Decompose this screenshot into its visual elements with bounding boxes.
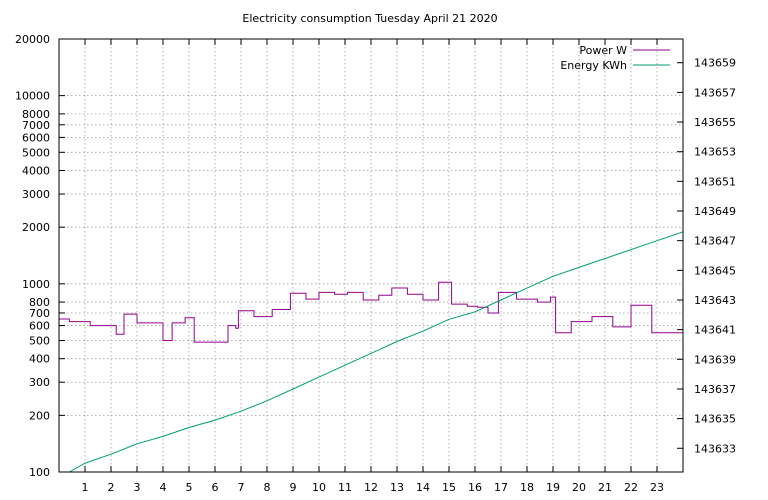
tick-marks — [59, 38, 683, 473]
y-tick-label: 500 — [29, 334, 50, 347]
grid-lines — [59, 38, 683, 473]
y-tick-label: 200 — [29, 409, 50, 422]
y2-tick-label: 143645 — [694, 264, 736, 277]
series-line-energy-kwh — [69, 231, 684, 473]
plot-frame — [58, 38, 684, 473]
x-tick-label: 21 — [598, 481, 612, 494]
y-tick-label: 800 — [29, 296, 50, 309]
y2-tick-label: 143633 — [694, 442, 736, 455]
y2-tick-label: 143653 — [694, 146, 736, 159]
series-layer — [59, 231, 684, 473]
y2-tick-label: 143647 — [694, 235, 736, 248]
y-tick-label: 4000 — [22, 165, 50, 178]
y2-tick-label: 143657 — [694, 86, 736, 99]
y2-tick-label: 143651 — [694, 175, 736, 188]
x-tick-label: 14 — [416, 481, 430, 494]
x-tick-label: 7 — [238, 481, 245, 494]
x-tick-label: 13 — [390, 481, 404, 494]
y-tick-label: 3000 — [22, 188, 50, 201]
x-tick-labels: 1 2 3 4 5 6 7 8 9 10 11 12 13 14 15 16 17 18 19 20 21 22 23 — [82, 481, 665, 494]
x-tick-label: 6 — [212, 481, 219, 494]
x-tick-label: 11 — [338, 481, 352, 494]
x-tick-label: 9 — [290, 481, 297, 494]
y2-tick-label: 143637 — [694, 383, 736, 396]
y2-tick-label: 143655 — [694, 116, 736, 129]
y2-tick-label: 143641 — [694, 324, 736, 337]
y-tick-label: 20000 — [15, 33, 50, 46]
y-tick-label: 100 — [29, 466, 50, 479]
chart-title: Electricity consumption Tuesday April 21… — [242, 12, 497, 25]
y-tick-label: 600 — [29, 320, 50, 333]
y2-tick-label: 143639 — [694, 353, 736, 366]
y-tick-label: 7000 — [22, 119, 50, 132]
x-tick-label: 15 — [442, 481, 456, 494]
y2-tick-label: 143659 — [694, 57, 736, 70]
x-tick-label: 2 — [108, 481, 115, 494]
y2-tick-label: 143643 — [694, 294, 736, 307]
y2-tick-label: 143635 — [694, 413, 736, 426]
x-tick-label: 10 — [312, 481, 326, 494]
x-tick-label: 19 — [546, 481, 560, 494]
y2-tick-labels: 143633 143635 143637 143639 143641 143643 1436… — [694, 57, 736, 456]
y-tick-label: 300 — [29, 376, 50, 389]
legend: Power W Energy KWh — [560, 44, 670, 72]
x-tick-label: 18 — [520, 481, 534, 494]
legend-label-energy-kwh: Energy KWh — [560, 59, 627, 72]
x-tick-label: 22 — [624, 481, 638, 494]
y-tick-label: 8000 — [22, 108, 50, 121]
x-tick-label: 5 — [186, 481, 193, 494]
x-tick-label: 23 — [650, 481, 664, 494]
y-tick-label: 10000 — [15, 90, 50, 103]
y-tick-label: 1000 — [22, 278, 50, 291]
legend-label-power-w: Power W — [579, 44, 627, 57]
x-tick-label: 20 — [572, 481, 586, 494]
x-tick-label: 17 — [494, 481, 508, 494]
x-tick-label: 16 — [468, 481, 482, 494]
y-tick-label: 700 — [29, 307, 50, 320]
x-tick-label: 4 — [160, 481, 167, 494]
y-tick-label: 2000 — [22, 221, 50, 234]
x-tick-label: 3 — [134, 481, 141, 494]
y-tick-label: 5000 — [22, 146, 50, 159]
y-tick-label: 6000 — [22, 131, 50, 144]
x-tick-label: 8 — [264, 481, 271, 494]
series-line-power-w — [59, 281, 683, 343]
y-tick-label: 400 — [29, 353, 50, 366]
y2-tick-label: 143649 — [694, 205, 736, 218]
x-tick-label: 1 — [82, 481, 89, 494]
x-tick-label: 12 — [364, 481, 378, 494]
